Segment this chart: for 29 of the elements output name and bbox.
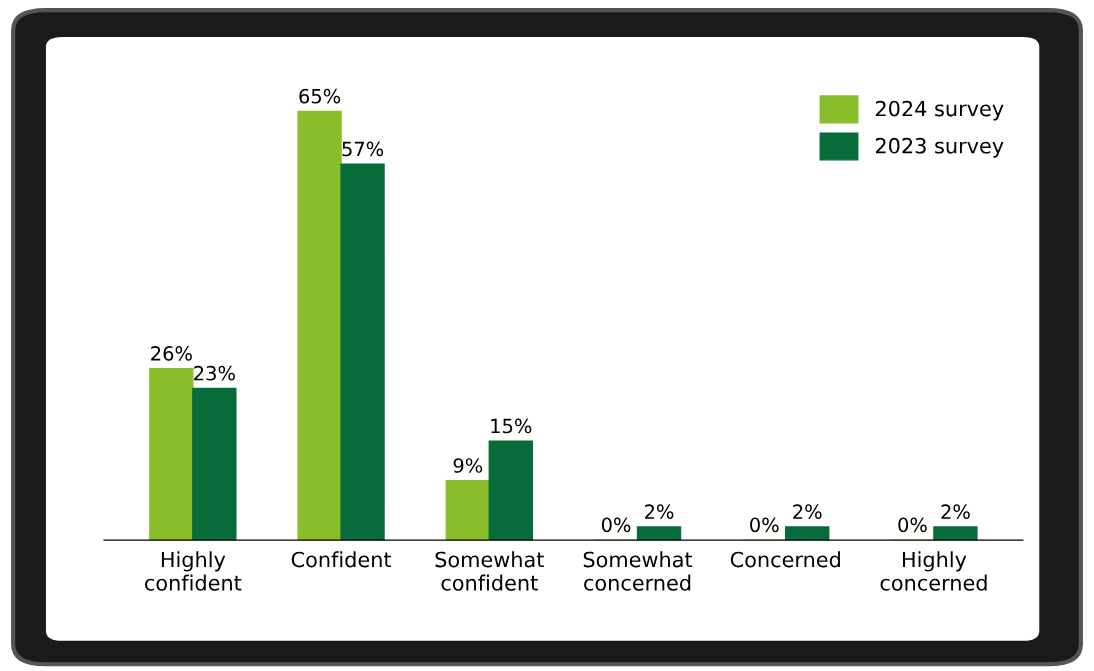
x-tick-label: Highly concerned	[880, 551, 987, 591]
bar	[636, 526, 682, 541]
x-tick-label: Highly confident	[145, 551, 242, 591]
x-tick-label: Concerned	[730, 551, 840, 568]
data-label: 9%	[453, 458, 483, 473]
data-label: 2%	[645, 504, 674, 520]
x-tick-label: Somewhat confident	[435, 551, 544, 591]
data-label: 2%	[793, 504, 822, 520]
bar	[149, 367, 194, 541]
data-label: 0%	[898, 517, 927, 533]
legend-label: 2023 survey	[875, 137, 1004, 158]
data-label: 15%	[491, 418, 532, 434]
x-tick-label: Somewhat concerned	[583, 551, 693, 591]
bar	[488, 440, 533, 541]
bar	[933, 526, 978, 541]
data-label: 26%	[151, 346, 192, 361]
bar	[445, 480, 490, 541]
bar	[785, 526, 830, 541]
data-label: 2%	[941, 504, 970, 520]
data-label: 0%	[601, 517, 631, 533]
data-label: 23%	[194, 365, 235, 381]
x-tick-label: Confident	[291, 551, 392, 568]
data-label: 65%	[299, 88, 341, 104]
bar	[192, 387, 237, 541]
legend-label: 2024 survey	[875, 100, 1004, 121]
bar	[340, 163, 385, 541]
bar	[297, 110, 342, 541]
data-label: 0%	[750, 517, 779, 533]
data-label: 57%	[342, 141, 384, 157]
